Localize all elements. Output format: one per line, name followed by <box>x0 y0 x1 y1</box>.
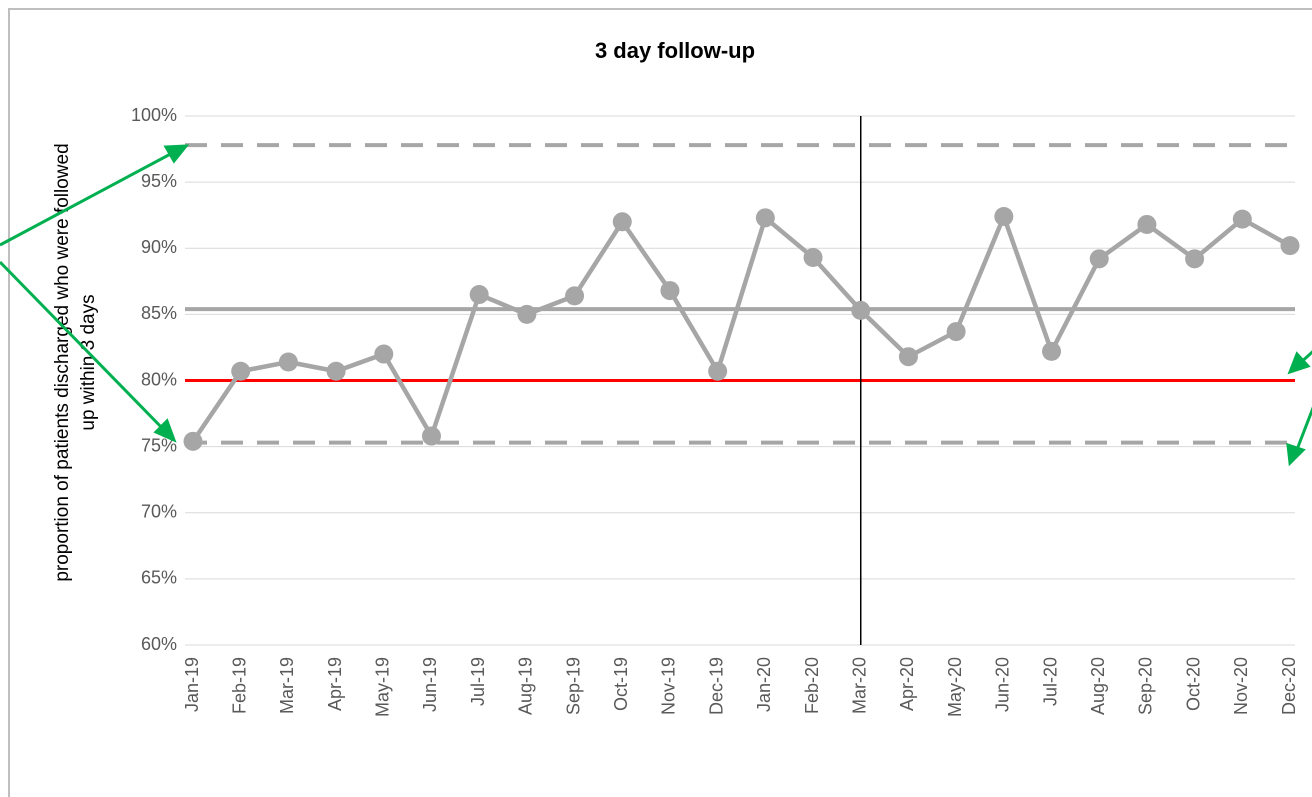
data-point <box>469 285 489 305</box>
x-tick-label: Dec-19 <box>706 657 726 715</box>
x-tick-label: Jun-20 <box>993 657 1013 712</box>
data-point <box>660 281 680 301</box>
y-tick-label: 80% <box>141 369 177 389</box>
arrow-head <box>1286 442 1306 467</box>
plot-area: 60% 65% 70% 75% 80% 85% 90% 95% 100% proportion o… <box>52 105 1300 717</box>
data-point <box>1089 249 1109 269</box>
arrow-head <box>1287 351 1311 375</box>
y-tick-label: 75% <box>141 435 177 455</box>
x-tick-label: Feb-19 <box>229 657 249 714</box>
data-point <box>421 426 441 446</box>
data-point <box>755 208 775 228</box>
data-point <box>517 304 537 324</box>
data-point <box>1185 249 1205 269</box>
arrow-head <box>163 144 190 164</box>
data-point <box>326 361 346 381</box>
x-tick-label: Aug-20 <box>1088 657 1108 715</box>
x-tick-label: Jun-19 <box>420 657 440 712</box>
data-point <box>708 361 728 381</box>
x-tick-label: Jul-19 <box>468 657 488 706</box>
data-point <box>898 347 918 367</box>
data-point <box>1280 236 1300 256</box>
chart-title: 3 day follow-up <box>595 38 755 63</box>
x-tick-label: Apr-20 <box>897 657 917 711</box>
x-tick-label: Oct-20 <box>1183 657 1203 711</box>
data-point <box>1137 214 1157 234</box>
data-point <box>851 300 871 320</box>
data-point <box>183 431 203 451</box>
data-point <box>803 248 823 268</box>
x-tick-label: Jan-19 <box>182 657 202 712</box>
x-tick-label: Sep-20 <box>1136 657 1156 715</box>
chart-frame <box>8 8 1312 797</box>
y-tick-label: 60% <box>141 634 177 654</box>
data-point <box>374 344 394 364</box>
x-tick-label: Nov-19 <box>659 657 679 715</box>
data-point <box>946 322 966 342</box>
y-tick-label: 85% <box>141 303 177 323</box>
x-tick-label: Feb-20 <box>802 657 822 714</box>
x-tick-label: Mar-19 <box>277 657 297 714</box>
x-tick-label: May-19 <box>373 657 393 717</box>
data-point <box>612 212 632 232</box>
x-tick-label: Oct-19 <box>611 657 631 711</box>
y-tick-label: 70% <box>141 502 177 522</box>
data-point <box>231 361 251 381</box>
arrow-head <box>153 418 177 443</box>
data-point <box>278 352 298 372</box>
data-point <box>994 207 1014 227</box>
x-tick-label: Nov-20 <box>1231 657 1251 715</box>
y-tick-label: 95% <box>141 171 177 191</box>
y-axis-label: up within 3 days <box>78 294 99 430</box>
x-tick-label: Dec-20 <box>1279 657 1299 715</box>
annotation-arrows <box>0 144 1312 467</box>
y-tick-label: 65% <box>141 568 177 588</box>
x-tick-label: Aug-19 <box>516 657 536 715</box>
arrow <box>0 260 168 434</box>
y-tick-label: 100% <box>131 105 177 125</box>
x-tick-label: Sep-19 <box>563 657 583 715</box>
data-point <box>1232 209 1252 229</box>
x-tick-label: Mar-20 <box>849 657 869 714</box>
data-point <box>1042 341 1062 361</box>
y-axis-label: proportion of patients discharged who we… <box>52 143 73 581</box>
x-tick-label: Jul-20 <box>1040 657 1060 706</box>
data-point <box>565 286 585 306</box>
x-tick-label: Apr-19 <box>325 657 345 711</box>
x-tick-label: May-20 <box>945 657 965 717</box>
arrow <box>1294 406 1312 453</box>
x-tick-label: Jan-20 <box>754 657 774 712</box>
arrow <box>0 148 179 247</box>
y-tick-label: 90% <box>141 237 177 257</box>
